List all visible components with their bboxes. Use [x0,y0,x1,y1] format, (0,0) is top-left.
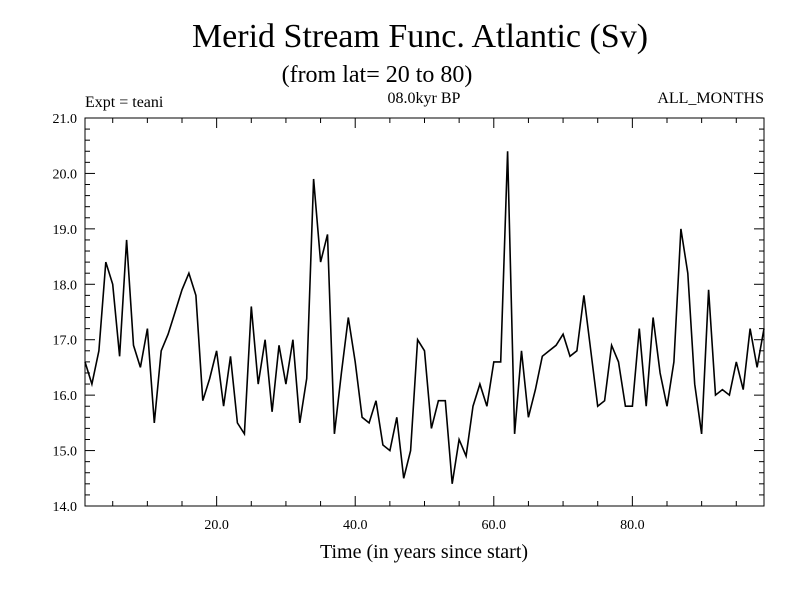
experiment-label: Expt = teani [85,94,164,111]
plot-area [84,151,765,484]
axes: 14.0 15.0 16.0 17.0 18.0 19.0 20.0 21.0 20.0 40.0… [53,112,765,533]
y-tick-label: 16.0 [53,389,78,404]
y-tick-label: 18.0 [53,278,78,293]
chart-subtitle: (from lat= 20 to 80) [282,62,473,88]
y-tick-label: 14.0 [53,500,78,515]
y-tick-label: 20.0 [53,167,78,182]
series-line [84,151,765,484]
x-axis-label: Time (in years since start) [320,541,528,563]
y-tick-label: 15.0 [53,445,78,460]
x-tick-label: 60.0 [482,518,507,533]
y-tick-label: 19.0 [53,223,78,238]
period-label: 08.0kyr BP [388,90,461,107]
y-tick-label: 21.0 [53,112,78,127]
x-tick-label: 40.0 [343,518,368,533]
months-label: ALL_MONTHS [657,90,764,107]
y-tick-label: 17.0 [53,334,78,349]
chart-title: Merid Stream Func. Atlantic (Sv) [192,18,648,55]
x-tick-label: 20.0 [204,518,229,533]
x-tick-label: 80.0 [620,518,645,533]
plot-frame [84,117,765,507]
